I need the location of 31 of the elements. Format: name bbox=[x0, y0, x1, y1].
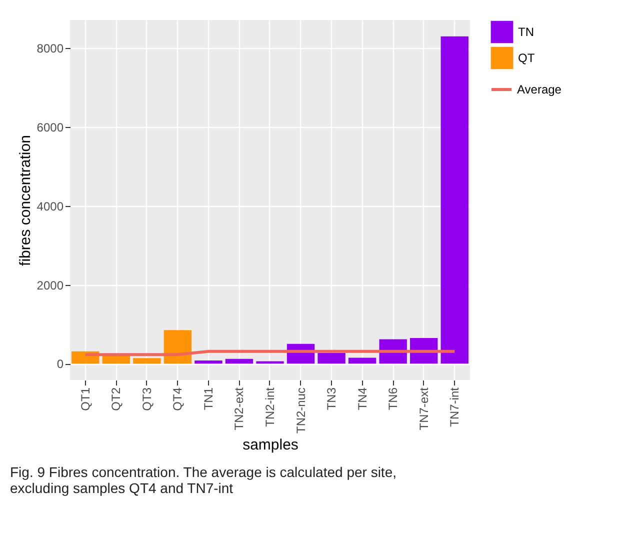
y-tick-label: 0 bbox=[56, 357, 64, 372]
y-tick-label: 6000 bbox=[36, 120, 64, 135]
x-tick-label: QT3 bbox=[140, 387, 154, 411]
bar bbox=[318, 352, 346, 364]
bar bbox=[348, 358, 376, 364]
x-tick-label: TN3 bbox=[324, 387, 339, 410]
x-tick-label: QT4 bbox=[170, 387, 185, 411]
x-tick-label: TN1 bbox=[201, 387, 216, 410]
x-tick-label: TN2-ext bbox=[232, 386, 246, 430]
x-tick-label: QT1 bbox=[78, 387, 92, 411]
x-tick-label: TN7-int bbox=[448, 386, 462, 427]
y-tick-label: 2000 bbox=[36, 278, 64, 292]
y-tick-label: 4000 bbox=[36, 199, 64, 214]
bar bbox=[164, 330, 192, 364]
y-tick-label: 8000 bbox=[36, 42, 64, 56]
caption: Fig. 9 Fibres concentration. The average is calculated per site, excluding samples QT4 and TN7-int bbox=[10, 464, 396, 496]
legend-label: TN bbox=[518, 25, 534, 39]
x-tick-label: TN7-ext bbox=[416, 386, 431, 430]
x-tick-label: TN4 bbox=[355, 387, 370, 410]
y-axis-title: fibres concentration bbox=[16, 135, 34, 266]
x-tick-label: QT2 bbox=[109, 387, 124, 411]
legend-label: QT bbox=[518, 51, 536, 65]
x-tick-label: TN2-int bbox=[263, 386, 277, 427]
x-tick-label: TN2-nuc bbox=[294, 388, 308, 434]
legend-label: Average bbox=[517, 82, 562, 96]
x-axis-title: samples bbox=[242, 436, 298, 454]
bar bbox=[133, 358, 161, 364]
x-tick-label: TN6 bbox=[386, 387, 400, 410]
bar bbox=[440, 36, 468, 364]
bar bbox=[225, 358, 254, 364]
bar bbox=[194, 360, 222, 364]
